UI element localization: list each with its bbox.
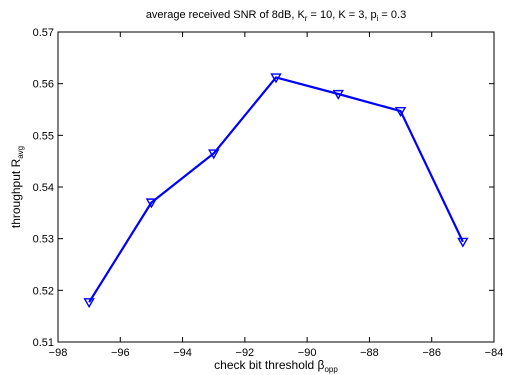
x-tick-label: −90 (298, 347, 317, 359)
y-tick-label: 0.53 (33, 234, 54, 246)
data-point-marker (83, 298, 95, 309)
x-tick-label: −92 (236, 347, 255, 359)
data-point-marker (270, 73, 282, 84)
y-tick-label: 0.56 (33, 79, 54, 91)
label-text: check bit threshold β (214, 358, 324, 372)
y-tick-label: 0.52 (33, 285, 54, 297)
label-text: throughput R (9, 158, 23, 228)
x-tick-label: −98 (49, 347, 68, 359)
y-tick-label: 0.55 (33, 130, 54, 142)
y-axis: 0.51 0.52 0.53 0.54 0.55 0.56 0.57 (33, 27, 494, 349)
plot-area (57, 31, 495, 343)
x-tick-label: −84 (485, 347, 504, 359)
data-point-marker (208, 149, 220, 160)
x-tick-label: −88 (360, 347, 379, 359)
y-axis-label: throughput Ravg (9, 146, 25, 228)
x-tick-label: −96 (111, 347, 130, 359)
data-point-marker (145, 198, 158, 209)
x-tick-label: −86 (422, 347, 441, 359)
y-tick-label: 0.51 (33, 337, 54, 349)
subscript-text: avg (16, 146, 25, 159)
x-axis: −98 −96 −94 −92 −90 −88 −86 −84 (49, 32, 504, 359)
chart-title: average received SNR of 8dB, Kr = 10, K … (146, 9, 406, 23)
data-point-marker (332, 89, 344, 100)
subscript-text: r (305, 14, 308, 23)
subscript-text: opp (324, 365, 338, 374)
label-text: = 0.3 (378, 9, 406, 21)
data-point-marker (394, 106, 407, 117)
subscript-text: i (377, 14, 379, 23)
y-tick-label: 0.57 (33, 27, 54, 39)
y-tick-label: 0.54 (33, 182, 54, 194)
x-axis-label: check bit threshold βopp (214, 358, 338, 374)
series-group (83, 73, 469, 309)
label-text: = 10, K = 3, p (307, 9, 376, 21)
label-text: average received SNR of 8dB, K (146, 9, 306, 21)
series-line (88, 76, 464, 303)
x-tick-label: −94 (173, 347, 192, 359)
data-point-marker (457, 237, 469, 248)
